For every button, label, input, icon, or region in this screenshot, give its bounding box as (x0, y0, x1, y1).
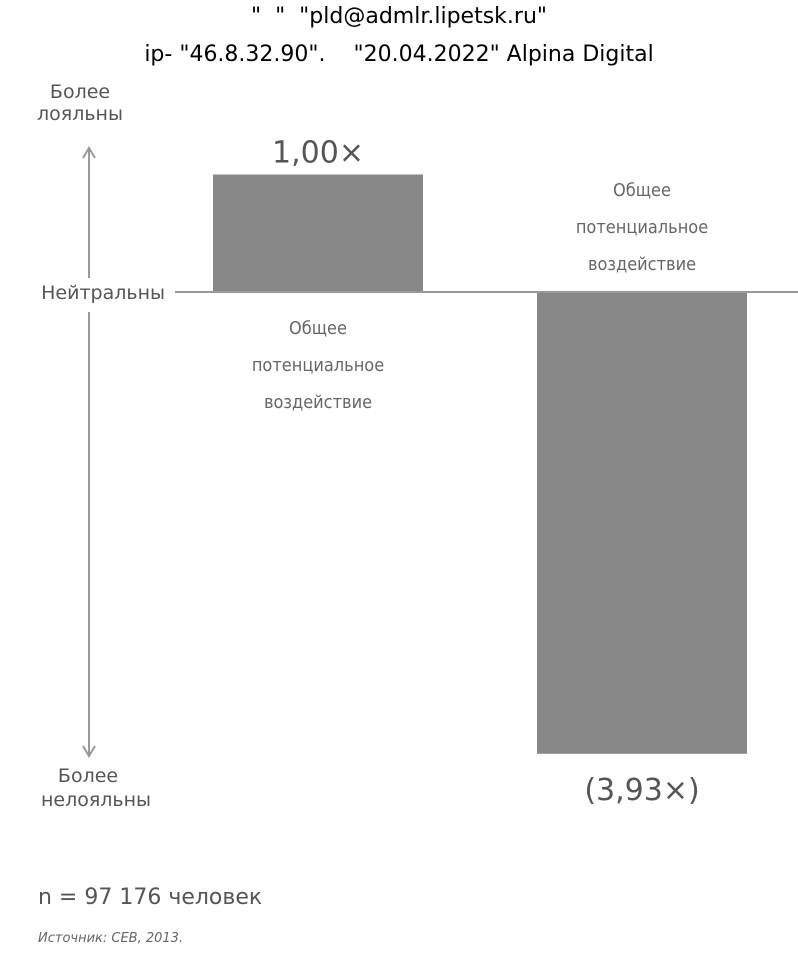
sample-size: n = 97 176 человек (38, 885, 263, 910)
bar-1-description-line-3: воздействие (264, 392, 372, 413)
axis-label-top-line-2: лояльны (37, 103, 123, 125)
bar-2-description-line-3: воздействие (588, 254, 696, 275)
source-note: Источник: CEB, 2013. (38, 931, 184, 946)
bar-2 (537, 292, 747, 754)
bar-1-description-line-1: Общее (289, 318, 347, 339)
bar-1 (213, 174, 423, 292)
arrow-down-icon (82, 745, 96, 758)
bar-2-description-line-1: Общее (613, 180, 671, 201)
bar-1-description-line-2: потенциальное (252, 355, 384, 376)
axis-label-top-line-1: Более (50, 81, 110, 103)
axis-label-neutral: Нейтральны (41, 282, 165, 304)
value-label-1: 1,00× (272, 136, 364, 171)
arrow-up-icon (82, 146, 96, 159)
watermark-line-1: " " "pld@admlr.lipetsk.ru" (250, 4, 548, 29)
value-label-2: (3,93×) (584, 773, 699, 808)
bar-2-description-line-2: потенциальное (576, 217, 708, 238)
watermark-line-2: ip- "46.8.32.90". "20.04.2022" Alpina Di… (144, 42, 654, 67)
axis-label-bottom-line-1: Более (58, 765, 118, 787)
axis-label-bottom-line-2: нелояльны (41, 789, 151, 811)
